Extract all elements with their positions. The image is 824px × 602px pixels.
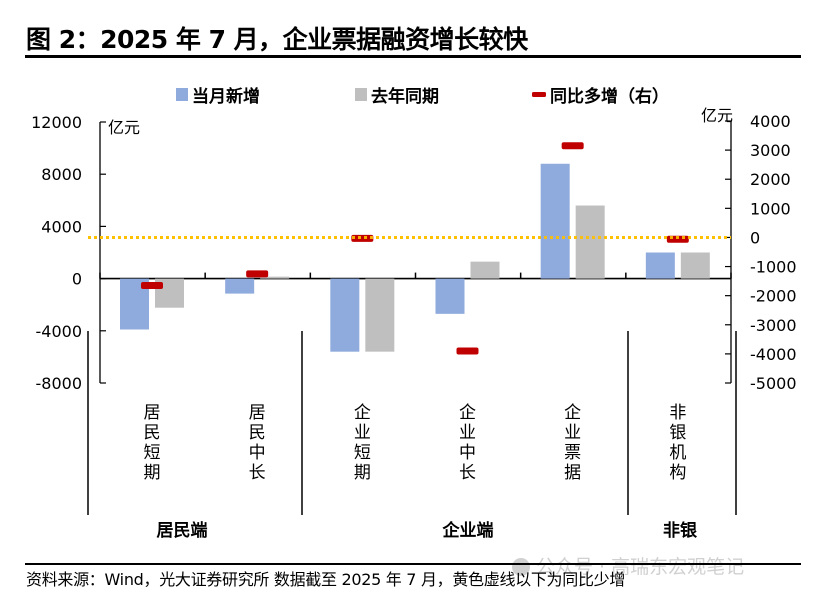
legend-swatch — [176, 88, 188, 101]
right-tick-label: -5000 — [750, 374, 797, 393]
bar-current-month — [330, 278, 360, 352]
left-tick-label: -4000 — [36, 322, 83, 341]
yoy-marker — [351, 234, 374, 242]
legend-label: 同比多增（右） — [550, 86, 669, 107]
right-tick-label: -4000 — [750, 345, 797, 364]
left-tick-label: 8000 — [41, 165, 82, 184]
bar-current-month — [645, 252, 675, 279]
title-rule — [25, 55, 801, 58]
bar-last-year — [260, 276, 290, 279]
left-tick-label: 0 — [72, 270, 82, 289]
legend-swatch — [532, 92, 546, 97]
legend-label: 当月新增 — [192, 86, 260, 107]
category-label: 企业短期 — [354, 403, 371, 483]
group-label: 非银 — [663, 520, 698, 541]
yoy-marker — [246, 270, 269, 278]
left-tick-label: -8000 — [36, 374, 83, 393]
group-label: 居民端 — [157, 520, 208, 541]
category-labels: 居民短期 居民中长 企业短期 企业中长 企业票据 非银机构 — [144, 403, 687, 483]
bar-last-year — [575, 205, 605, 279]
category-label: 非银机构 — [669, 403, 686, 483]
category-label: 居民中长 — [249, 403, 266, 483]
legend-label: 去年同期 — [371, 86, 439, 107]
left-axis-unit: 亿元 — [108, 118, 140, 137]
right-tick-label: 4000 — [750, 112, 791, 131]
bar-current-month — [435, 278, 465, 314]
right-tick-label: -3000 — [750, 316, 797, 335]
yoy-marker — [456, 347, 479, 355]
group-label: 企业端 — [442, 520, 494, 541]
bar-last-year — [470, 261, 500, 279]
bar-last-year — [680, 252, 710, 279]
watermark: 公众号 · 高瑞东宏观笔记 — [512, 552, 744, 579]
markers — [88, 142, 731, 355]
left-tick-label: 4000 — [41, 217, 82, 236]
bar-current-month — [225, 278, 255, 294]
left-tick-label: 12000 — [31, 113, 82, 132]
legend-swatch — [355, 88, 367, 101]
right-tick-label: 1000 — [750, 199, 791, 218]
source-note: 资料来源：Wind，光大证券研究所 数据截至 2025 年 7 月，黄色虚线以下… — [26, 570, 626, 589]
category-label: 企业中长 — [459, 403, 476, 483]
right-tick-label: 2000 — [750, 170, 791, 189]
bar-current-month — [540, 163, 570, 279]
footer-rule — [25, 563, 801, 565]
figure-title: 图 2：2025 年 7 月，企业票据融资增长较快 — [26, 25, 528, 54]
right-tick-label: -2000 — [750, 287, 797, 306]
legend: 当月新增 去年同期 同比多增（右） — [176, 86, 669, 107]
right-axis-unit: 亿元 — [701, 106, 733, 125]
wechat-icon — [512, 558, 530, 576]
axes: 12000 8000 4000 0 -4000 -8000 亿元 4000 3000 2000 10… — [31, 106, 796, 393]
right-tick-label: 3000 — [750, 141, 791, 160]
watermark-text: 公众号 · 高瑞东宏观笔记 — [536, 556, 745, 578]
bars — [120, 163, 710, 352]
group-labels: 居民端 企业端 非银 — [87, 331, 737, 541]
yoy-marker — [141, 281, 163, 289]
bar-last-year — [365, 278, 395, 352]
right-tick-label: -1000 — [750, 258, 797, 277]
category-label: 居民短期 — [144, 403, 161, 483]
category-label: 企业票据 — [564, 403, 581, 483]
yoy-marker — [561, 142, 584, 150]
right-tick-label: 0 — [750, 228, 760, 247]
